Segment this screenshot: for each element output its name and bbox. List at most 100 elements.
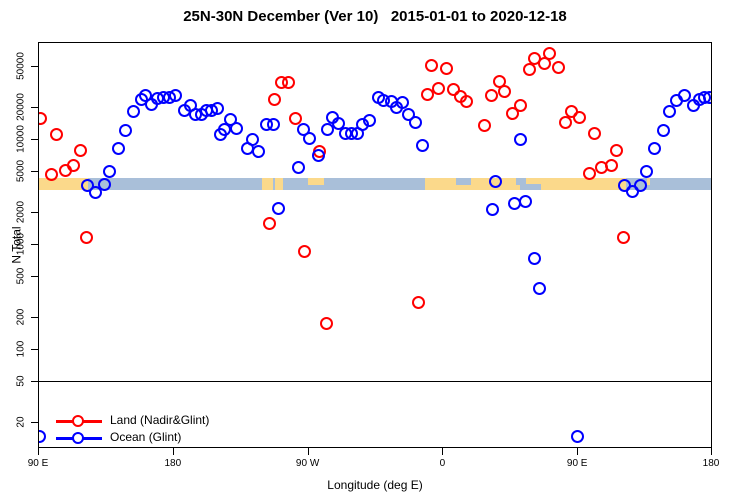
y-tick [31,275,38,277]
y-tick [31,139,38,140]
data-point [267,117,281,131]
data-point [559,116,573,130]
data-point [678,88,692,102]
data-point [402,108,416,121]
data-point [610,143,624,157]
x-axis-title: Longitude (deg E) [327,478,423,492]
data-point [289,111,303,125]
legend-marker-ocean [72,432,84,444]
data-point [573,111,587,124]
data-point [396,96,410,110]
data-point [439,62,453,76]
data-point [298,244,312,258]
map-band-ocean [39,178,711,190]
y-tick-label: 20 [15,416,27,428]
map-band-land [262,178,273,190]
data-point [281,76,295,90]
map-band-ocean-inlet [516,178,526,185]
data-point [320,123,334,137]
data-point [312,148,326,162]
y-tick [31,170,38,172]
data-point [625,185,639,199]
chart-title: 25N-30N December (Ver 10) 2015-01-01 to … [183,8,567,25]
data-point [79,231,93,245]
map-band-land [274,178,283,190]
data-point [648,142,662,156]
data-point [291,161,305,175]
data-point [411,296,425,310]
y-tick [31,317,38,319]
data-point [484,88,498,102]
x-tick [307,448,309,455]
data-point [420,88,434,102]
data-point [542,47,556,61]
data-point [168,88,182,102]
x-tick-label: 180 [164,458,182,469]
data-point [415,138,429,152]
data-point [331,117,345,130]
map-band-land [308,178,325,185]
legend-label-ocean: Ocean (Glint) [110,430,182,444]
y-tick-label: 10000 [15,125,27,153]
data-point [81,178,95,192]
data-point [633,178,647,192]
data-point [211,102,225,116]
data-point [528,251,542,265]
data-point [489,175,503,189]
data-point [570,429,584,443]
y-tick-label: 500 [15,267,27,284]
y-tick-label: 200 [15,309,27,326]
y-tick [31,422,38,424]
legend-label-land: Land (Nadir&Glint) [110,413,210,427]
data-point [39,112,47,126]
y-tick-label: 20000 [15,93,27,122]
data-point [514,98,528,112]
legend-marker-land [72,415,84,427]
data-point [50,127,64,141]
data-point [478,119,492,133]
data-point [126,105,140,119]
data-point [424,59,438,73]
data-point [618,178,632,192]
y-tick [31,107,38,109]
data-point [485,202,499,216]
map-band-land [647,178,651,185]
data-point [272,202,286,216]
y-tick [31,244,38,245]
data-point [73,143,87,157]
data-point [497,85,511,99]
data-point [252,144,266,158]
x-tick [442,448,444,455]
x-tick-label: 180 [702,458,720,469]
map-band-ocean-inlet [519,183,542,190]
data-point [505,106,519,120]
y-tick [31,65,38,67]
data-point [246,132,260,146]
y-tick [31,349,38,350]
data-point [533,282,547,296]
data-point [111,142,125,156]
data-point [460,94,474,108]
y-tick-label: 100 [15,340,27,358]
x-tick [38,448,39,455]
data-point [102,164,116,178]
data-point [640,164,654,178]
x-tick-label: 0 [439,458,446,469]
y-tick-label: 50 [15,375,27,387]
data-point [268,92,282,106]
x-tick-label: 90 E [27,458,49,469]
data-point [616,231,630,245]
data-point [67,159,81,173]
data-point [363,113,377,127]
data-point [431,81,445,95]
data-point [513,132,527,146]
reference-line [38,380,712,382]
map-band-land [39,178,88,190]
data-point [447,82,461,96]
data-point [320,317,334,331]
data-point [89,185,103,199]
y-tick [31,380,38,382]
data-point [588,127,602,141]
data-point [656,124,670,138]
